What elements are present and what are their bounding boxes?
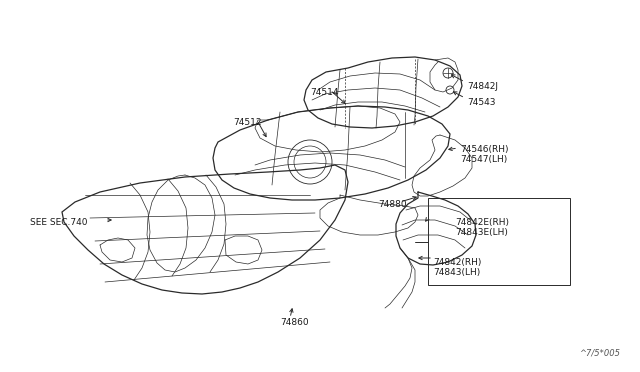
Text: SEE SEC.740: SEE SEC.740 (30, 218, 88, 227)
Text: 74842(RH)
74843(LH): 74842(RH) 74843(LH) (433, 258, 481, 278)
Text: 74512: 74512 (233, 118, 262, 127)
Text: 74842E(RH)
74843E(LH): 74842E(RH) 74843E(LH) (455, 218, 509, 237)
Text: 74546(RH)
74547(LH): 74546(RH) 74547(LH) (460, 145, 509, 164)
Text: 74842J: 74842J (467, 82, 498, 91)
Text: ^7/5*005: ^7/5*005 (579, 349, 620, 358)
Text: 74880: 74880 (378, 200, 406, 209)
Bar (428, 198, 570, 285)
Text: 74543: 74543 (467, 98, 495, 107)
Text: 74860: 74860 (280, 318, 308, 327)
Text: 74514: 74514 (310, 88, 339, 97)
